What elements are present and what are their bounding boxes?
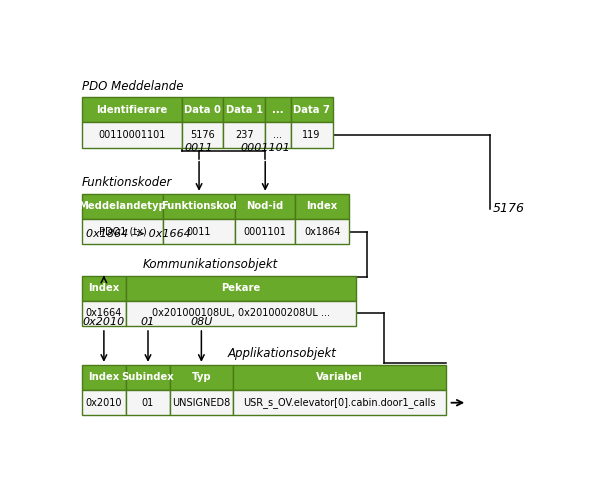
Bar (181, 97, 223, 122)
Text: Identifierare: Identifierare (96, 105, 167, 114)
Text: 01: 01 (141, 317, 155, 327)
Text: 0x2010: 0x2010 (86, 398, 122, 408)
Bar (223, 97, 265, 122)
Bar (233, 390, 446, 415)
Text: Funktionskoder: Funktionskoder (82, 176, 173, 189)
Bar (163, 219, 235, 244)
Text: Meddelandetyp: Meddelandetyp (78, 201, 167, 212)
Text: Index: Index (88, 372, 120, 383)
Text: Pekare: Pekare (221, 283, 261, 293)
Bar (82, 301, 126, 326)
Text: Data 1: Data 1 (226, 105, 263, 114)
Text: 5176: 5176 (190, 130, 215, 140)
Bar (291, 122, 332, 148)
Text: 00110001101: 00110001101 (98, 130, 165, 140)
Bar (82, 365, 126, 390)
Bar (170, 365, 233, 390)
Bar (82, 219, 163, 244)
Text: 01: 01 (142, 398, 154, 408)
Bar (265, 122, 291, 148)
Bar (82, 390, 126, 415)
Bar (295, 194, 349, 219)
Bar (126, 390, 170, 415)
Text: Data 7: Data 7 (293, 105, 330, 114)
Text: 0x2010: 0x2010 (83, 317, 125, 327)
Text: 0011: 0011 (185, 143, 213, 153)
Bar (163, 194, 235, 219)
Text: 237: 237 (235, 130, 253, 140)
Text: 0011: 0011 (187, 227, 211, 237)
Bar (126, 275, 356, 301)
Text: Data 0: Data 0 (184, 105, 221, 114)
Text: Typ: Typ (192, 372, 211, 383)
Bar (295, 219, 349, 244)
Text: USR_s_OV.elevator[0].cabin.door1_calls: USR_s_OV.elevator[0].cabin.door1_calls (243, 397, 435, 408)
Bar (233, 365, 446, 390)
Bar (126, 365, 170, 390)
Text: Index: Index (307, 201, 338, 212)
Text: 0x1864 -> 0x1664: 0x1864 -> 0x1664 (86, 229, 191, 239)
Bar (170, 390, 233, 415)
Text: ...: ... (272, 105, 284, 114)
Text: Variabel: Variabel (316, 372, 363, 383)
Text: 0x201000108UL, 0x201000208UL ...: 0x201000108UL, 0x201000208UL ... (152, 309, 330, 318)
Bar (82, 275, 126, 301)
Bar (82, 97, 181, 122)
Bar (126, 301, 356, 326)
Text: PDO Meddelande: PDO Meddelande (82, 80, 183, 93)
Bar (223, 122, 265, 148)
Text: 0001101: 0001101 (244, 227, 287, 237)
Text: Kommunikationsobjekt: Kommunikationsobjekt (142, 258, 277, 271)
Text: ...: ... (274, 130, 283, 140)
Bar (181, 122, 223, 148)
Text: 0x1664: 0x1664 (86, 309, 122, 318)
Bar (235, 219, 295, 244)
Text: 08U: 08U (190, 317, 213, 327)
Text: Funktionskod: Funktionskod (161, 201, 237, 212)
Text: UNSIGNED8: UNSIGNED8 (173, 398, 231, 408)
Text: 0x1864: 0x1864 (304, 227, 340, 237)
Text: 119: 119 (302, 130, 321, 140)
Bar (82, 122, 181, 148)
Text: Subindex: Subindex (122, 372, 174, 383)
Text: Nod-id: Nod-id (247, 201, 284, 212)
Text: 5176: 5176 (492, 202, 525, 215)
Bar (82, 194, 163, 219)
Bar (265, 97, 291, 122)
Text: 0001101: 0001101 (240, 143, 290, 153)
Bar (291, 97, 332, 122)
Text: Applikationsobjekt: Applikationsobjekt (228, 347, 337, 360)
Text: PDO1 (tx): PDO1 (tx) (99, 227, 146, 237)
Bar (235, 194, 295, 219)
Text: Index: Index (88, 283, 120, 293)
